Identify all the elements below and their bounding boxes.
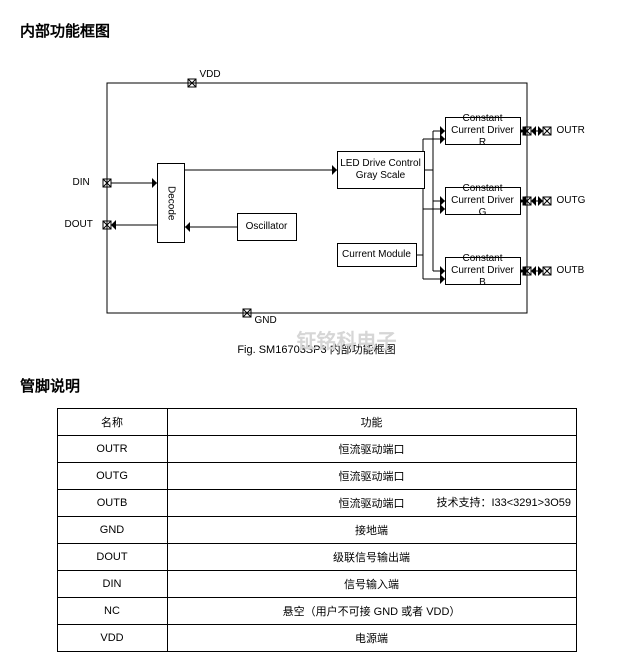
pin-label-gnd: GND (255, 315, 277, 326)
table-row: OUTG恒流驱动端口 (57, 463, 576, 490)
table-cell-func: 悬空（用户不可接 GND 或者 VDD） (167, 598, 576, 625)
table-header-row: 名称 功能 (57, 409, 576, 436)
pin-label-outg: OUTG (557, 195, 586, 206)
table-cell-func: 恒流驱动端口 (167, 463, 576, 490)
table-cell-name: GND (57, 517, 167, 544)
pin-label-outb: OUTB (557, 265, 585, 276)
pin-table: 名称 功能 OUTR恒流驱动端口OUTG恒流驱动端口OUTB恒流驱动端口GND接… (57, 408, 577, 652)
pin-label-din: DIN (73, 177, 90, 188)
block-led-drive: LED Drive Control Gray Scale (337, 151, 425, 189)
block-driver-g: Constant Current Driver G (445, 187, 521, 215)
table-header-func: 功能 (167, 409, 576, 436)
table-row: VDD电源端 (57, 625, 576, 652)
pin-label-dout: DOUT (65, 219, 93, 230)
table-cell-name: OUTB (57, 490, 167, 517)
block-driver-r: Constant Current Driver R (445, 117, 521, 145)
block-current-module: Current Module (337, 243, 417, 267)
pin-label-outr: OUTR (557, 125, 585, 136)
section-diagram-title: 内部功能框图 (20, 20, 613, 41)
table-cell-func: 恒流驱动端口 (167, 436, 576, 463)
table-cell-name: OUTG (57, 463, 167, 490)
support-text: 技术支持：I33<3291>3O59 (436, 494, 571, 510)
table-row: GND接地端 (57, 517, 576, 544)
table-row: NC悬空（用户不可接 GND 或者 VDD） (57, 598, 576, 625)
block-oscillator: Oscillator (237, 213, 297, 241)
section-pins-title: 管脚说明 (20, 375, 613, 396)
table-row: DOUT级联信号输出端 (57, 544, 576, 571)
table-cell-name: OUTR (57, 436, 167, 463)
figure-caption: Fig. SM16703SP3 内部功能框图 (20, 341, 613, 357)
block-driver-b: Constant Current Driver B (445, 257, 521, 285)
table-cell-func: 电源端 (167, 625, 576, 652)
block-decode: Decode (157, 163, 185, 243)
block-decode-label: Decode (165, 186, 177, 220)
table-cell-func: 信号输入端 (167, 571, 576, 598)
table-cell-func: 接地端 (167, 517, 576, 544)
table-cell-name: VDD (57, 625, 167, 652)
table-row: DIN信号输入端 (57, 571, 576, 598)
table-header-name: 名称 (57, 409, 167, 436)
block-diagram: Decode Oscillator LED Drive Control Gray… (47, 53, 587, 333)
table-cell-func: 级联信号输出端 (167, 544, 576, 571)
table-row: OUTR恒流驱动端口 (57, 436, 576, 463)
table-cell-name: DIN (57, 571, 167, 598)
table-cell-name: NC (57, 598, 167, 625)
pin-label-vdd: VDD (200, 69, 221, 80)
table-cell-name: DOUT (57, 544, 167, 571)
